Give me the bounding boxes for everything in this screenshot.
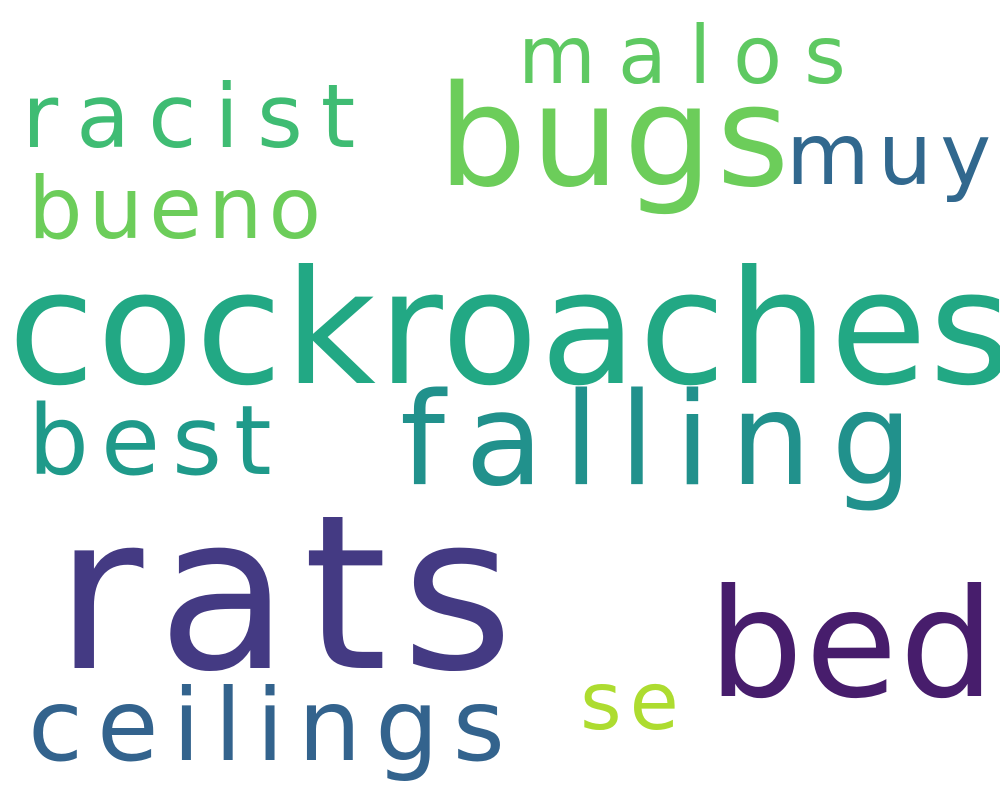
word-best: best [28, 385, 284, 497]
word-bugs: bugs [438, 56, 794, 219]
word-cockroaches: cockroaches [8, 237, 1000, 421]
word-malos: malos [518, 9, 868, 102]
word-muy: muy [786, 105, 1000, 205]
word-falling: falling [400, 366, 933, 515]
word-bueno: bueno [28, 159, 328, 259]
word-rats: rats [55, 468, 528, 719]
word-ceilings: ceilings [28, 667, 519, 784]
word-racist: racist [22, 65, 374, 168]
word-bed: bed [708, 558, 997, 732]
word-se: se [580, 655, 687, 748]
